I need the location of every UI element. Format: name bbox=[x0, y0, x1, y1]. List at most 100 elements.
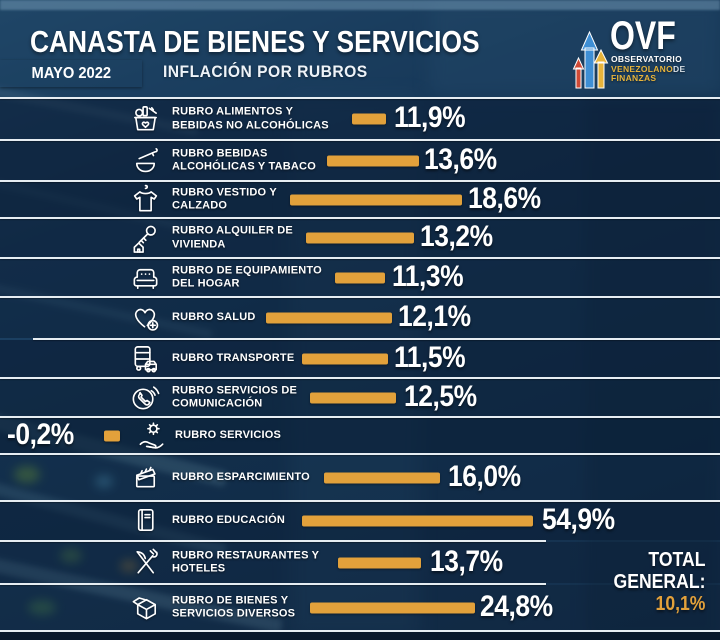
category-label: RUBRO VESTIDO Y CALZADO bbox=[172, 186, 277, 214]
period-badge-label: MAYO 2022 bbox=[31, 64, 111, 82]
chart-row: RUBRO VESTIDO Y CALZADO 18,6% bbox=[0, 181, 720, 217]
category-label: RUBRO DE EQUIPAMIENTO DEL HOGAR bbox=[172, 264, 322, 292]
header: CANASTA DE BIENES Y SERVICIOS MAYO 2022 … bbox=[0, 0, 720, 97]
category-label-line1: RUBRO SERVICIOS bbox=[175, 428, 282, 441]
clapperboard-icon bbox=[127, 461, 164, 494]
category-label-line1: RUBRO BEBIDAS bbox=[172, 146, 268, 159]
logo-line-3: FINANZAS bbox=[611, 73, 657, 84]
category-label-line1: RUBRO RESTAURANTES Y bbox=[172, 548, 320, 561]
value-label: 12,1% bbox=[398, 299, 471, 333]
sofa-icon bbox=[127, 261, 164, 294]
category-label: RUBRO EDUCACIÓN bbox=[172, 514, 285, 528]
value-label: 18,6% bbox=[468, 181, 541, 215]
category-label-line1: RUBRO ALIMENTOS Y bbox=[172, 105, 294, 118]
value-label: 11,5% bbox=[394, 340, 466, 374]
category-label-line1: RUBRO SALUD bbox=[172, 311, 256, 324]
total-value: 10,1% bbox=[655, 593, 705, 615]
heart-plus-icon bbox=[127, 302, 164, 335]
category-label-line1: RUBRO SERVICIOS DE bbox=[172, 383, 298, 396]
category-label-line2: CALZADO bbox=[172, 199, 228, 212]
category-label-line1: RUBRO TRANSPORTE bbox=[172, 351, 295, 364]
separator-line bbox=[0, 257, 720, 259]
logo-arrows-icon bbox=[572, 30, 609, 89]
separator-line bbox=[0, 540, 546, 542]
value-label: 54,9% bbox=[542, 502, 615, 536]
value-label: 16,0% bbox=[448, 459, 521, 493]
category-label-line1: RUBRO ESPARCIMIENTO bbox=[172, 470, 310, 483]
category-label: RUBRO RESTAURANTES Y HOTELES bbox=[172, 549, 319, 577]
category-label-line2: BEBIDAS NO ALCOHÓLICAS bbox=[172, 119, 329, 131]
category-label: RUBRO TRANSPORTE bbox=[172, 352, 294, 366]
category-label-line1: RUBRO ALQUILER DE bbox=[172, 224, 293, 237]
category-label: RUBRO SERVICIOS bbox=[175, 429, 281, 443]
book-icon bbox=[127, 505, 164, 538]
logo-line-1: OBSERVATORIO bbox=[611, 54, 682, 64]
chart-row: RUBRO DE BIENES Y SERVICIOS DIVERSOS 24,… bbox=[0, 585, 720, 630]
category-label-line1: RUBRO EDUCACIÓN bbox=[172, 514, 285, 527]
category-label: RUBRO SERVICIOS DE COMUNICACIÓN bbox=[172, 384, 297, 412]
total-label-line2: GENERAL: bbox=[613, 571, 705, 593]
chart-row: RUBRO DE EQUIPAMIENTO DEL HOGAR 11,3% bbox=[0, 259, 720, 296]
chart-row: RUBRO SERVICIOS DE COMUNICACIÓN 12,5% bbox=[0, 379, 720, 416]
phone-icon bbox=[127, 381, 164, 414]
value-bar bbox=[290, 194, 462, 205]
value-bar bbox=[352, 113, 386, 125]
separator-line bbox=[0, 583, 546, 585]
value-bar bbox=[310, 602, 475, 613]
page-title: CANASTA DE BIENES Y SERVICIOS bbox=[30, 24, 480, 59]
tshirt-icon bbox=[127, 183, 164, 216]
drinks-tobacco-icon bbox=[127, 144, 164, 177]
category-label-line2: HOTELES bbox=[172, 562, 226, 575]
value-label: 11,3% bbox=[392, 259, 464, 293]
category-label-line2: VIVIENDA bbox=[172, 238, 226, 250]
chart-row: RUBRO ALQUILER DE VIVIENDA 13,2% bbox=[0, 219, 720, 257]
value-bar bbox=[310, 392, 396, 403]
ovf-logo: OVF OBSERVATORIO VENEZOLANODE FINANZAS bbox=[570, 14, 715, 92]
value-label: 12,5% bbox=[404, 379, 477, 413]
value-bar bbox=[335, 272, 385, 283]
header-top-glow bbox=[0, 0, 720, 10]
value-label: -0,2% bbox=[7, 417, 74, 451]
chart-row: RUBRO EDUCACIÓN 54,9% bbox=[0, 502, 720, 540]
cutlery-icon bbox=[127, 546, 164, 579]
value-bar bbox=[302, 515, 533, 527]
separator-line bbox=[0, 296, 720, 298]
category-label-line1: RUBRO VESTIDO Y bbox=[172, 185, 277, 198]
box-icon bbox=[127, 591, 164, 624]
category-label-line1: RUBRO DE BIENES Y bbox=[172, 593, 289, 606]
chart-row: RUBRO SALUD 12,1% bbox=[0, 298, 720, 338]
category-label: RUBRO DE BIENES Y SERVICIOS DIVERSOS bbox=[172, 594, 295, 622]
separator-line bbox=[0, 377, 720, 379]
chart-row: RUBRO ALIMENTOS Y BEBIDAS NO ALCOHÓLICAS… bbox=[0, 99, 720, 139]
value-bar bbox=[266, 312, 392, 324]
total-label-line1: TOTAL bbox=[647, 549, 705, 571]
separator-line bbox=[0, 139, 720, 141]
separator-line bbox=[0, 180, 720, 182]
value-bar bbox=[104, 430, 120, 441]
category-label: RUBRO BEBIDAS ALCOHÓLICAS Y TABACO bbox=[172, 147, 316, 175]
separator-line bbox=[0, 453, 720, 455]
separator-line bbox=[33, 338, 720, 340]
period-badge: MAYO 2022 bbox=[0, 60, 142, 87]
value-label: 13,2% bbox=[420, 219, 493, 253]
separator-line bbox=[0, 416, 720, 418]
logo-text: OBSERVATORIO VENEZOLANODE FINANZAS bbox=[611, 54, 685, 84]
separator-line bbox=[0, 500, 720, 502]
value-bar bbox=[324, 472, 440, 483]
chart-row: RUBRO RESTAURANTES Y HOTELES 13,7% bbox=[0, 542, 720, 583]
value-bar bbox=[306, 232, 414, 244]
value-label: 24,8% bbox=[480, 589, 553, 623]
category-label: RUBRO ALIMENTOS Y BEBIDAS NO ALCOHÓLICAS bbox=[172, 105, 329, 133]
category-label-line2: SERVICIOS DIVERSOS bbox=[172, 607, 296, 620]
chart-row: RUBRO SERVICIOS -0,2% bbox=[0, 417, 720, 453]
chart-row: RUBRO TRANSPORTE 11,5% bbox=[0, 340, 720, 377]
key-house-icon bbox=[127, 222, 164, 255]
hand-gear-icon bbox=[133, 419, 170, 452]
bus-icon bbox=[127, 342, 164, 375]
chart-row: RUBRO BEBIDAS ALCOHÓLICAS Y TABACO 13,6% bbox=[0, 141, 720, 180]
total-general: TOTAL GENERAL: 10,1% bbox=[613, 549, 705, 615]
separator-line bbox=[0, 97, 720, 99]
category-label: RUBRO SALUD bbox=[172, 311, 255, 325]
category-label-line2: DEL HOGAR bbox=[172, 277, 240, 290]
value-bar bbox=[338, 557, 421, 568]
